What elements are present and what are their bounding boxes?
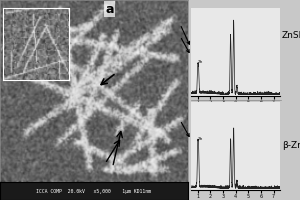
Text: ZnSb: ZnSb <box>282 31 300 40</box>
Text: ICCA COMP  20.0kV   x5,000    1μm KD11nm: ICCA COMP 20.0kV x5,000 1μm KD11nm <box>36 188 151 194</box>
Text: Zn: Zn <box>198 60 203 64</box>
Text: β-Zn: β-Zn <box>282 142 300 150</box>
Text: Zn: Zn <box>198 137 203 141</box>
Text: a: a <box>105 3 113 16</box>
